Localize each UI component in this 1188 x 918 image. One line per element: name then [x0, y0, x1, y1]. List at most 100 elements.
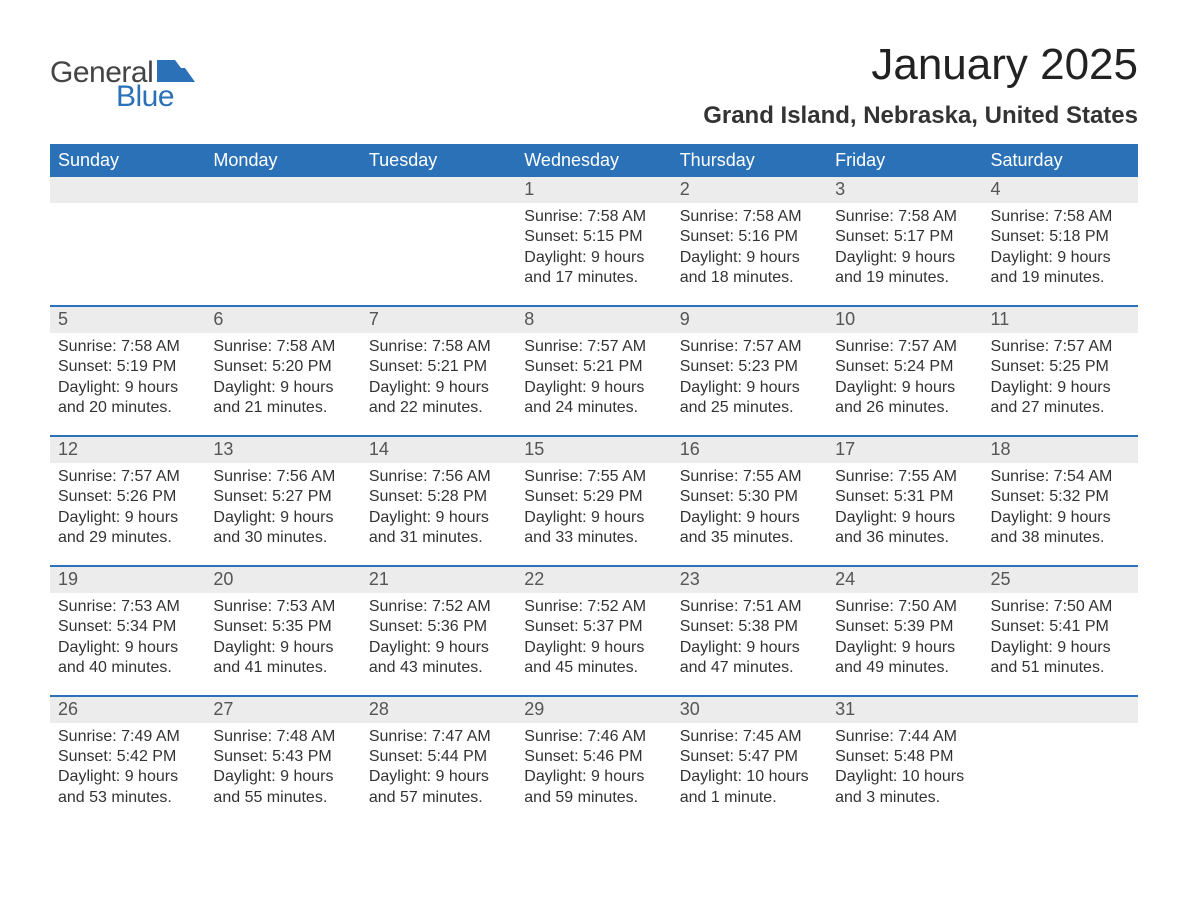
sunrise-text: Sunrise: 7:51 AM — [680, 597, 819, 617]
daylight-text: Daylight: 9 hours and 59 minutes. — [524, 767, 663, 808]
day-number — [205, 177, 360, 203]
week-row: Sunrise: 7:57 AMSunset: 5:26 PMDaylight:… — [50, 463, 1138, 565]
day-cell: Sunrise: 7:51 AMSunset: 5:38 PMDaylight:… — [672, 593, 827, 695]
day-number: 18 — [983, 437, 1138, 463]
day-cell: Sunrise: 7:58 AMSunset: 5:16 PMDaylight:… — [672, 203, 827, 305]
day-body: Sunrise: 7:49 AMSunset: 5:42 PMDaylight:… — [50, 723, 205, 809]
daylight-text: Daylight: 9 hours and 20 minutes. — [58, 378, 197, 419]
sunset-text: Sunset: 5:18 PM — [991, 227, 1130, 247]
daynum-strip: 567891011 — [50, 305, 1138, 333]
day-number: 25 — [983, 567, 1138, 593]
day-cell: Sunrise: 7:50 AMSunset: 5:39 PMDaylight:… — [827, 593, 982, 695]
week-row: Sunrise: 7:49 AMSunset: 5:42 PMDaylight:… — [50, 723, 1138, 825]
week-row: Sunrise: 7:58 AMSunset: 5:19 PMDaylight:… — [50, 333, 1138, 435]
sunset-text: Sunset: 5:25 PM — [991, 357, 1130, 377]
day-number: 2 — [672, 177, 827, 203]
day-body: Sunrise: 7:57 AMSunset: 5:24 PMDaylight:… — [827, 333, 982, 419]
day-number: 21 — [361, 567, 516, 593]
sunrise-text: Sunrise: 7:57 AM — [524, 337, 663, 357]
day-cell: Sunrise: 7:58 AMSunset: 5:19 PMDaylight:… — [50, 333, 205, 435]
day-cell: Sunrise: 7:57 AMSunset: 5:23 PMDaylight:… — [672, 333, 827, 435]
day-cell: Sunrise: 7:58 AMSunset: 5:21 PMDaylight:… — [361, 333, 516, 435]
day-cell: Sunrise: 7:57 AMSunset: 5:24 PMDaylight:… — [827, 333, 982, 435]
day-cell: Sunrise: 7:53 AMSunset: 5:35 PMDaylight:… — [205, 593, 360, 695]
sunset-text: Sunset: 5:44 PM — [369, 747, 508, 767]
day-body: Sunrise: 7:44 AMSunset: 5:48 PMDaylight:… — [827, 723, 982, 809]
day-body: Sunrise: 7:58 AMSunset: 5:15 PMDaylight:… — [516, 203, 671, 289]
sunrise-text: Sunrise: 7:46 AM — [524, 727, 663, 747]
day-body: Sunrise: 7:58 AMSunset: 5:16 PMDaylight:… — [672, 203, 827, 289]
sunrise-text: Sunrise: 7:56 AM — [369, 467, 508, 487]
day-body: Sunrise: 7:58 AMSunset: 5:20 PMDaylight:… — [205, 333, 360, 419]
daylight-text: Daylight: 9 hours and 40 minutes. — [58, 638, 197, 679]
day-body: Sunrise: 7:58 AMSunset: 5:19 PMDaylight:… — [50, 333, 205, 419]
sunset-text: Sunset: 5:16 PM — [680, 227, 819, 247]
day-cell — [361, 203, 516, 305]
sunset-text: Sunset: 5:37 PM — [524, 617, 663, 637]
daylight-text: Daylight: 9 hours and 55 minutes. — [213, 767, 352, 808]
day-number: 23 — [672, 567, 827, 593]
day-body: Sunrise: 7:50 AMSunset: 5:41 PMDaylight:… — [983, 593, 1138, 679]
sunrise-text: Sunrise: 7:45 AM — [680, 727, 819, 747]
day-number — [361, 177, 516, 203]
daylight-text: Daylight: 9 hours and 53 minutes. — [58, 767, 197, 808]
daylight-text: Daylight: 9 hours and 22 minutes. — [369, 378, 508, 419]
sunrise-text: Sunrise: 7:58 AM — [524, 207, 663, 227]
day-number: 22 — [516, 567, 671, 593]
day-body: Sunrise: 7:47 AMSunset: 5:44 PMDaylight:… — [361, 723, 516, 809]
daylight-text: Daylight: 9 hours and 51 minutes. — [991, 638, 1130, 679]
dow-cell: Monday — [205, 144, 360, 177]
daylight-text: Daylight: 9 hours and 30 minutes. — [213, 508, 352, 549]
day-body: Sunrise: 7:53 AMSunset: 5:35 PMDaylight:… — [205, 593, 360, 679]
day-body: Sunrise: 7:57 AMSunset: 5:25 PMDaylight:… — [983, 333, 1138, 419]
day-cell — [983, 723, 1138, 825]
sunset-text: Sunset: 5:39 PM — [835, 617, 974, 637]
daylight-text: Daylight: 9 hours and 17 minutes. — [524, 248, 663, 289]
day-body: Sunrise: 7:55 AMSunset: 5:30 PMDaylight:… — [672, 463, 827, 549]
day-number: 27 — [205, 697, 360, 723]
sunset-text: Sunset: 5:29 PM — [524, 487, 663, 507]
day-body: Sunrise: 7:58 AMSunset: 5:18 PMDaylight:… — [983, 203, 1138, 289]
location-text: Grand Island, Nebraska, United States — [703, 102, 1138, 130]
sunrise-text: Sunrise: 7:44 AM — [835, 727, 974, 747]
sunrise-text: Sunrise: 7:48 AM — [213, 727, 352, 747]
sunset-text: Sunset: 5:32 PM — [991, 487, 1130, 507]
day-number: 29 — [516, 697, 671, 723]
day-body: Sunrise: 7:48 AMSunset: 5:43 PMDaylight:… — [205, 723, 360, 809]
daylight-text: Daylight: 9 hours and 35 minutes. — [680, 508, 819, 549]
day-number: 1 — [516, 177, 671, 203]
day-body — [205, 203, 360, 207]
sunset-text: Sunset: 5:35 PM — [213, 617, 352, 637]
day-number: 9 — [672, 307, 827, 333]
day-cell: Sunrise: 7:56 AMSunset: 5:27 PMDaylight:… — [205, 463, 360, 565]
sunrise-text: Sunrise: 7:58 AM — [213, 337, 352, 357]
daynum-strip: 262728293031 — [50, 695, 1138, 723]
day-cell: Sunrise: 7:52 AMSunset: 5:37 PMDaylight:… — [516, 593, 671, 695]
sunrise-text: Sunrise: 7:57 AM — [58, 467, 197, 487]
day-body: Sunrise: 7:52 AMSunset: 5:37 PMDaylight:… — [516, 593, 671, 679]
day-cell: Sunrise: 7:50 AMSunset: 5:41 PMDaylight:… — [983, 593, 1138, 695]
day-number: 30 — [672, 697, 827, 723]
dow-cell: Sunday — [50, 144, 205, 177]
daylight-text: Daylight: 9 hours and 57 minutes. — [369, 767, 508, 808]
day-body: Sunrise: 7:58 AMSunset: 5:21 PMDaylight:… — [361, 333, 516, 419]
week-row: Sunrise: 7:58 AMSunset: 5:15 PMDaylight:… — [50, 203, 1138, 305]
sunrise-text: Sunrise: 7:58 AM — [991, 207, 1130, 227]
day-cell: Sunrise: 7:52 AMSunset: 5:36 PMDaylight:… — [361, 593, 516, 695]
day-cell — [205, 203, 360, 305]
sunset-text: Sunset: 5:46 PM — [524, 747, 663, 767]
header: General Blue January 2025 Grand Island, … — [50, 40, 1138, 130]
daynum-strip: 12131415161718 — [50, 435, 1138, 463]
month-title: January 2025 — [703, 40, 1138, 90]
daylight-text: Daylight: 9 hours and 27 minutes. — [991, 378, 1130, 419]
day-body: Sunrise: 7:57 AMSunset: 5:26 PMDaylight:… — [50, 463, 205, 549]
day-body — [50, 203, 205, 207]
sunset-text: Sunset: 5:17 PM — [835, 227, 974, 247]
sunrise-text: Sunrise: 7:58 AM — [58, 337, 197, 357]
daylight-text: Daylight: 9 hours and 29 minutes. — [58, 508, 197, 549]
day-body: Sunrise: 7:45 AMSunset: 5:47 PMDaylight:… — [672, 723, 827, 809]
day-number: 16 — [672, 437, 827, 463]
day-number — [983, 697, 1138, 723]
daylight-text: Daylight: 9 hours and 19 minutes. — [835, 248, 974, 289]
sunset-text: Sunset: 5:21 PM — [524, 357, 663, 377]
